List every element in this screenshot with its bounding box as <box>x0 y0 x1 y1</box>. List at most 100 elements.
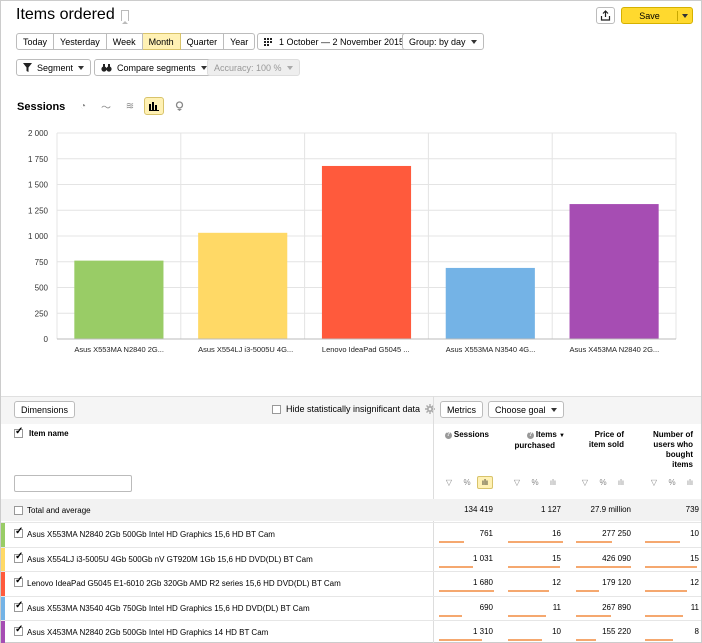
export-button[interactable] <box>596 7 615 24</box>
accuracy-dropdown[interactable]: Accuracy: 100 % <box>207 59 300 76</box>
bar-chart: 0 250 500 750 1 000 1 250 1 500 1 750 2 000 Asus … <box>28 129 677 354</box>
metrics-text: Metrics <box>447 404 476 415</box>
dimensions-text: Dimensions <box>21 404 69 415</box>
total-users: 739 <box>685 505 699 514</box>
period-month[interactable]: Month <box>142 33 181 50</box>
row-checkbox[interactable] <box>14 624 23 636</box>
bar-2 <box>198 232 288 339</box>
table-row[interactable]: Lenovo IdeaPad G5045 E1-6010 2Gb 320Gb A… <box>1 571 701 596</box>
compare-text: Compare segments <box>117 62 196 73</box>
percent-icon[interactable]: % <box>463 478 471 487</box>
sessions-header-text: Sessions <box>453 430 489 439</box>
x-tick-label: Asus X553MA N3540 4G... <box>446 345 536 354</box>
bars-icon[interactable]: ılı <box>549 478 557 487</box>
row-sessions-bar <box>439 639 482 641</box>
row-sessions: 761 <box>479 529 493 538</box>
y-tick-label: 2 000 <box>28 129 49 138</box>
segment-text: Segment <box>37 62 74 73</box>
percent-icon[interactable]: % <box>668 478 676 487</box>
filter-icon[interactable]: ▽ <box>581 478 589 487</box>
row-checkbox[interactable] <box>14 526 23 538</box>
date-range-text: 1 October — 2 November 2015 <box>279 36 405 47</box>
table-row[interactable]: Asus X553MA N2840 2Gb 500Gb Intel HD Gra… <box>1 522 701 547</box>
x-tick-label: Asus X553MA N2840 2G... <box>74 345 164 354</box>
row-item-name[interactable]: Lenovo IdeaPad G5045 E1-6010 2Gb 320Gb A… <box>27 579 341 588</box>
period-week[interactable]: Week <box>106 33 143 50</box>
page-title: Items ordered <box>16 6 129 24</box>
calendar-icon <box>264 37 272 46</box>
filter-icon[interactable]: ▽ <box>650 478 658 487</box>
row-price-bar <box>576 590 599 592</box>
users-col-tools: ▽% ılı <box>646 476 698 489</box>
sessions-header[interactable]: ? Sessions <box>441 430 489 440</box>
row-item-name[interactable]: Asus X554LJ i3-5005U 4Gb 500Gb nV GT920M… <box>27 554 313 564</box>
percent-icon[interactable]: % <box>599 478 607 487</box>
totals-checkbox[interactable] <box>14 506 23 515</box>
y-tick-label: 1 000 <box>28 232 49 241</box>
row-checkbox[interactable] <box>14 575 23 587</box>
hide-insignificant-checkbox[interactable] <box>272 404 281 414</box>
pie-chart-icon[interactable]: ◔ <box>79 100 87 112</box>
row-item-name[interactable]: Asus X453MA N2840 2Gb 500Gb Intel HD Gra… <box>27 628 269 637</box>
row-item-name[interactable]: Asus X553MA N2840 2Gb 500Gb Intel HD Gra… <box>27 530 275 539</box>
users-header[interactable]: Number of users who bought items <box>646 430 693 470</box>
row-checkbox[interactable] <box>14 551 23 563</box>
hide-insignificant-toggle[interactable]: Hide statistically insignificant data <box>272 404 436 414</box>
period-year[interactable]: Year <box>224 33 256 50</box>
period-today[interactable]: Today <box>16 33 55 50</box>
row-checkbox[interactable] <box>14 600 23 612</box>
total-price: 27.9 million <box>590 505 631 514</box>
help-icon[interactable]: ? <box>526 432 534 439</box>
filter-icon[interactable]: ▽ <box>445 478 453 487</box>
percent-icon[interactable]: % <box>531 478 539 487</box>
dimensions-button[interactable]: Dimensions <box>14 401 76 418</box>
bars-icon[interactable]: ılı <box>477 476 493 489</box>
area-chart-icon[interactable]: ≋ <box>125 100 135 112</box>
chart-title: Sessions <box>17 101 66 113</box>
sort-desc-icon: ▼ <box>559 433 565 439</box>
filter-icon[interactable]: ▽ <box>513 478 521 487</box>
period-yesterday[interactable]: Yesterday <box>54 33 107 50</box>
group-by-dropdown[interactable]: Group: by day <box>402 33 484 50</box>
choose-goal-dropdown[interactable]: Choose goal <box>488 401 564 418</box>
bars-icon[interactable]: ılı <box>617 478 625 487</box>
price-col-tools: ▽% ılı <box>577 476 629 489</box>
bar-4 <box>445 267 535 339</box>
bar-5 <box>569 204 659 339</box>
items-header-l1: Items <box>535 430 557 439</box>
table-row[interactable]: Asus X453MA N2840 2Gb 500Gb Intel HD Gra… <box>1 620 701 643</box>
line-chart-icon[interactable]: 〜 <box>101 102 111 114</box>
period-quarter[interactable]: Quarter <box>180 33 225 50</box>
compare-segments-button[interactable]: Compare segments <box>94 59 214 76</box>
bar-1 <box>74 260 164 339</box>
bars-icon[interactable]: ılı <box>686 478 694 487</box>
total-items: 1 127 <box>540 505 561 514</box>
map-chart-icon[interactable] <box>169 97 189 115</box>
date-range-button[interactable]: 1 October — 2 November 2015 <box>257 33 412 50</box>
price-header[interactable]: Price of item sold <box>577 430 624 450</box>
row-items-bar <box>508 614 546 617</box>
help-icon[interactable]: ? <box>444 432 452 439</box>
item-name-header[interactable]: Item name <box>14 426 69 438</box>
select-all-checkbox[interactable] <box>14 426 23 438</box>
bookmark-icon[interactable] <box>120 9 129 24</box>
export-icon <box>600 10 611 21</box>
metrics-button[interactable]: Metrics <box>440 401 483 418</box>
items-purchased-header[interactable]: ? Items ▼ purchased <box>509 430 565 451</box>
row-users-bar <box>645 565 697 568</box>
x-tick-label: Asus X554LJ i3-5005U 4G... <box>198 345 293 354</box>
row-item-name[interactable]: Asus X553MA N3540 4Gb 750Gb Intel HD Gra… <box>27 603 310 613</box>
table-row[interactable]: Asus X553MA N3540 4Gb 750Gb Intel HD Gra… <box>1 595 701 621</box>
segment-button[interactable]: Segment <box>16 59 92 76</box>
row-price: 277 250 <box>602 529 631 538</box>
row-items-bar <box>508 590 549 592</box>
gear-icon[interactable] <box>425 404 436 414</box>
item-name-filter-input[interactable] <box>14 475 132 492</box>
item-name-header-text: Item name <box>29 429 69 438</box>
table-row[interactable]: Asus X554LJ i3-5005U 4Gb 500Gb nV GT920M… <box>1 546 701 572</box>
bar-chart-icon[interactable] <box>144 97 164 115</box>
save-dropdown[interactable] <box>678 13 692 18</box>
save-button[interactable]: Save <box>621 7 693 24</box>
row-users-bar <box>645 590 687 592</box>
row-price: 179 120 <box>602 578 631 587</box>
